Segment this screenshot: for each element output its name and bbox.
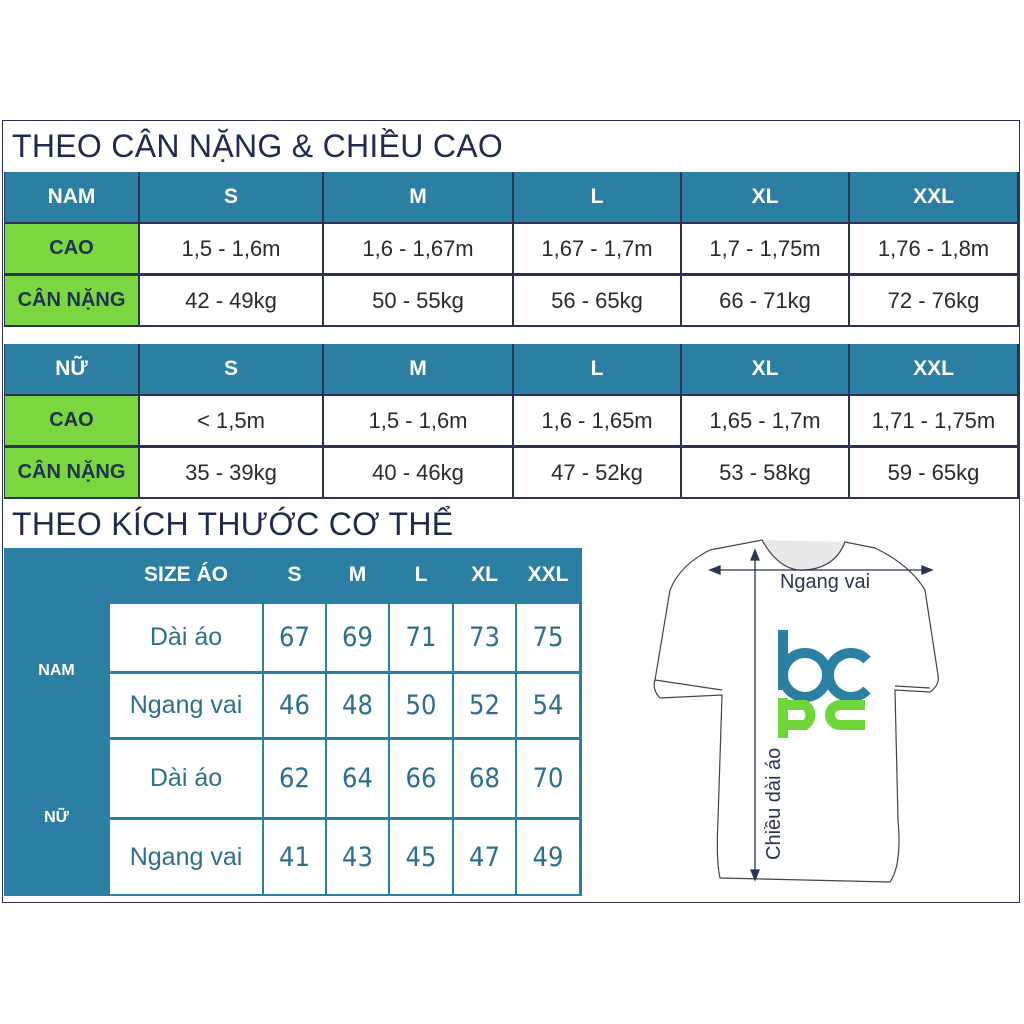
length-label: Chiều dài áo [763,748,785,860]
size-header: XXL [850,344,1017,394]
table-cell: 1,67 - 1,7m [514,224,680,273]
measurement-value: 71 [390,604,452,671]
table-cell: 1,7 - 1,75m [682,224,848,273]
table-cell: 1,71 - 1,75m [850,396,1017,445]
table-cell: 59 - 65kg [850,448,1017,497]
measurement-value: 69 [327,604,388,671]
table-cell: 53 - 58kg [682,448,848,497]
measurement-label: Dài áo [110,604,262,671]
tshirt-outline-icon [653,539,939,883]
gender-label: NAM [5,604,108,738]
table-cell: 47 - 52kg [514,448,680,497]
measurement-value: 52 [454,674,515,737]
table-cell: 1,5 - 1,6m [140,224,322,273]
table-cell: 42 - 49kg [140,276,322,325]
size-header: XL [454,548,515,602]
row-label: CAO [5,396,138,445]
measurement-value: 50 [390,674,452,737]
row-label: CAO [5,224,138,273]
table-cell: 50 - 55kg [324,276,512,325]
size-header: XXL [850,172,1017,222]
size-header: S [140,344,322,394]
size-header: XXL [517,548,579,602]
size-header: S [264,548,325,602]
size-header: L [514,172,680,222]
measurement-value: 62 [264,740,325,817]
section-title-body-measurements: THEO KÍCH THƯỚC CƠ THỂ [12,506,454,542]
size-header: S [140,172,322,222]
bcpc-logo [778,630,871,738]
section-title-weight-height: THEO CÂN NẶNG & CHIỀU CAO [12,128,504,164]
gender-header: NAM [5,172,138,222]
size-header: XL [682,172,848,222]
measurement-value: 73 [454,604,515,671]
size-header: L [390,548,452,602]
gender-header: NỮ [5,344,138,394]
table-cell: 1,65 - 1,7m [682,396,848,445]
table-cell: 66 - 71kg [682,276,848,325]
measurement-value: 54 [517,674,579,737]
measurement-label: Dài áo [110,740,262,817]
measurement-value: 48 [327,674,388,737]
table-cell: < 1,5m [140,396,322,445]
measurement-label: Ngang vai [110,674,262,737]
measurement-value: 41 [264,820,325,894]
table-cell: 1,6 - 1,65m [514,396,680,445]
header-label [5,548,108,602]
size-header: M [324,344,512,394]
table-cell: 1,5 - 1,6m [324,396,512,445]
table-cell: 56 - 65kg [514,276,680,325]
measurement-label: Ngang vai [110,820,262,894]
measurement-value: 43 [327,820,388,894]
row-label: CÂN NẶNG [5,276,138,325]
shoulder-arrow-icon [708,548,934,882]
size-header: L [514,344,680,394]
tshirt-diagram: Ngang vai Chiều dài áo [653,539,939,883]
header-label: SIZE ÁO [110,548,262,602]
measurement-value: 66 [390,740,452,817]
measurement-value: 49 [517,820,579,894]
table-cell: 40 - 46kg [324,448,512,497]
measurement-value: 70 [517,740,579,817]
table-cell: 1,6 - 1,67m [324,224,512,273]
measurement-value: 75 [517,604,579,671]
size-header: M [327,548,388,602]
size-header: XL [682,344,848,394]
gender-label: NỮ [5,740,108,895]
measurement-value: 64 [327,740,388,817]
table-cell: 35 - 39kg [140,448,322,497]
measurement-value: 45 [390,820,452,894]
shoulder-width-label: Ngang vai [780,571,870,593]
measurement-value: 46 [264,674,325,737]
table-cell: 1,76 - 1,8m [850,224,1017,273]
table-cell: 72 - 76kg [850,276,1017,325]
chart-frame [2,120,1020,903]
measurement-value: 68 [454,740,515,817]
size-header: M [324,172,512,222]
measurement-value: 67 [264,604,325,671]
measurement-value: 47 [454,820,515,894]
row-label: CÂN NẶNG [5,448,138,497]
